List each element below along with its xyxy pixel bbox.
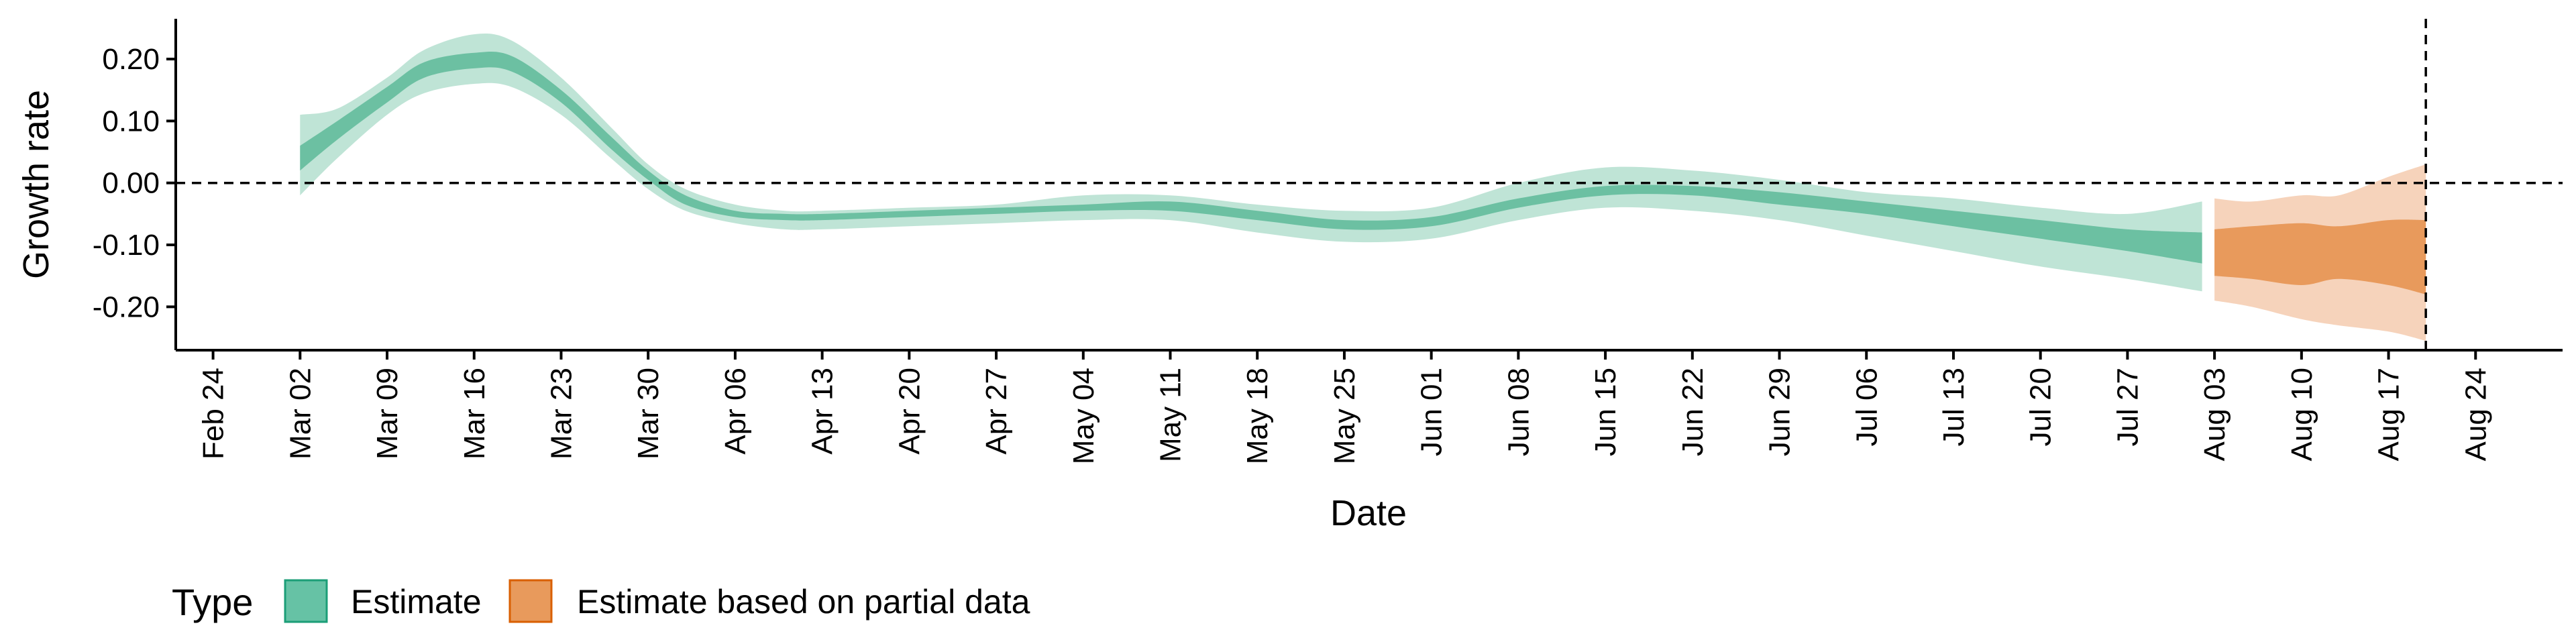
x-tick-label: May 25: [1328, 368, 1361, 464]
x-tick-label: Jun 08: [1502, 368, 1535, 456]
x-tick-label: Apr 27: [980, 368, 1013, 455]
reference-lines: [176, 19, 2563, 350]
x-axis-title: Date: [1330, 493, 1407, 533]
y-axis-title: Growth rate: [16, 90, 56, 279]
y-tick-label: 0.20: [102, 43, 160, 76]
x-tick-label: May 18: [1241, 368, 1274, 464]
legend: Type Estimate Estimate based on partial …: [172, 579, 1030, 623]
legend-title: Type: [172, 581, 253, 623]
y-tick-label: -0.10: [93, 229, 160, 262]
x-tick-label: Apr 13: [806, 368, 839, 455]
x-tick-label: Jul 27: [2111, 368, 2144, 446]
partial-inner-band: [2214, 219, 2426, 294]
x-tick-label: Jul 20: [2025, 368, 2057, 446]
x-tick-label: Jun 22: [1676, 368, 1709, 456]
x-tick-label: Jun 29: [1764, 368, 1796, 456]
x-tick-label: Jun 01: [1415, 368, 1448, 456]
x-tick-label: Jul 13: [1937, 368, 1970, 446]
x-tick-label: Mar 30: [632, 368, 665, 460]
legend-key-partial: [508, 579, 553, 623]
legend-label-estimate: Estimate: [351, 583, 482, 621]
x-tick-label: Mar 02: [284, 368, 317, 460]
x-ticks: Feb 24 Mar 02 Mar 09 Mar 16 Mar 23 Mar 30 Apr …: [197, 350, 2492, 464]
x-tick-label: Jul 06: [1850, 368, 1883, 446]
y-tick-label: 0.10: [102, 105, 160, 138]
x-tick-label: Feb 24: [197, 368, 230, 460]
x-tick-label: Aug 24: [2459, 368, 2492, 461]
x-tick-label: Apr 06: [719, 368, 752, 455]
x-tick-label: Jun 15: [1589, 368, 1622, 456]
x-tick-label: Aug 10: [2286, 368, 2318, 461]
legend-key-estimate: [284, 579, 328, 623]
axes: [174, 19, 2563, 352]
estimate-outer-band: [300, 34, 2202, 292]
x-tick-label: Mar 23: [545, 368, 578, 460]
x-tick-label: May 11: [1155, 368, 1187, 462]
x-tick-label: Apr 20: [893, 368, 926, 455]
x-tick-label: Mar 09: [371, 368, 404, 460]
x-tick-label: Aug 03: [2198, 368, 2231, 461]
y-tick-label: -0.20: [93, 290, 160, 323]
y-ticks: 0.20 0.10 0.00 -0.10 -0.20: [93, 43, 176, 323]
x-tick-label: Aug 17: [2373, 368, 2406, 461]
y-tick-label: 0.00: [102, 167, 160, 200]
series-bands: [300, 34, 2426, 341]
x-tick-label: May 04: [1067, 368, 1100, 464]
legend-label-partial: Estimate based on partial data: [577, 583, 1030, 621]
x-tick-label: Mar 16: [458, 368, 491, 460]
